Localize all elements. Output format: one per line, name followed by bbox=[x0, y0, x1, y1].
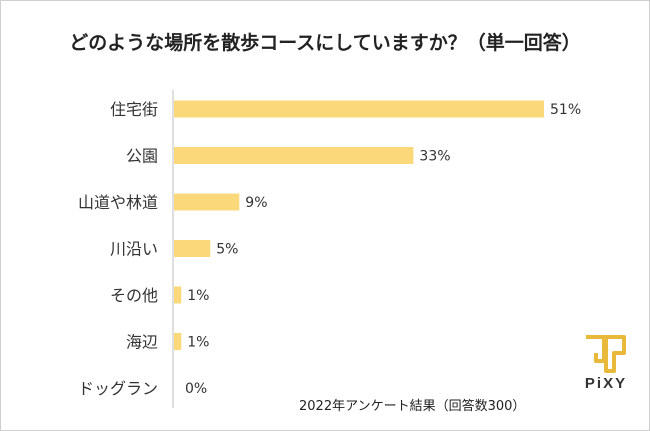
value-label: 51% bbox=[550, 102, 581, 118]
bar bbox=[174, 240, 211, 257]
bar bbox=[174, 193, 240, 211]
value-label: 0% bbox=[185, 381, 207, 397]
category-label: その他 bbox=[110, 286, 158, 305]
bar bbox=[174, 286, 182, 304]
category-label: 公園 bbox=[126, 147, 158, 166]
chart-title: どのような場所を散歩コースにしていますか？（単一回答） bbox=[69, 32, 581, 54]
category-label: 川沿い bbox=[110, 240, 158, 259]
value-label: 1% bbox=[187, 335, 209, 351]
bar bbox=[174, 147, 414, 164]
pixy-logo-icon bbox=[586, 335, 626, 373]
category-label: 住宅街 bbox=[110, 100, 158, 119]
value-label: 1% bbox=[187, 288, 209, 304]
bar bbox=[174, 100, 544, 118]
pixy-logo: PiXY bbox=[582, 333, 630, 393]
value-label: 5% bbox=[216, 242, 238, 258]
category-label: 海辺 bbox=[126, 333, 158, 352]
survey-footnote: 2022年アンケート結果（回答数300） bbox=[299, 399, 526, 414]
category-label: 山道や林道 bbox=[78, 193, 158, 212]
category-label: ドッグラン bbox=[78, 379, 158, 398]
bar bbox=[174, 333, 182, 350]
value-label: 33% bbox=[419, 149, 450, 165]
value-label: 9% bbox=[245, 195, 267, 211]
pixy-logo-word: PiXY bbox=[584, 375, 628, 392]
